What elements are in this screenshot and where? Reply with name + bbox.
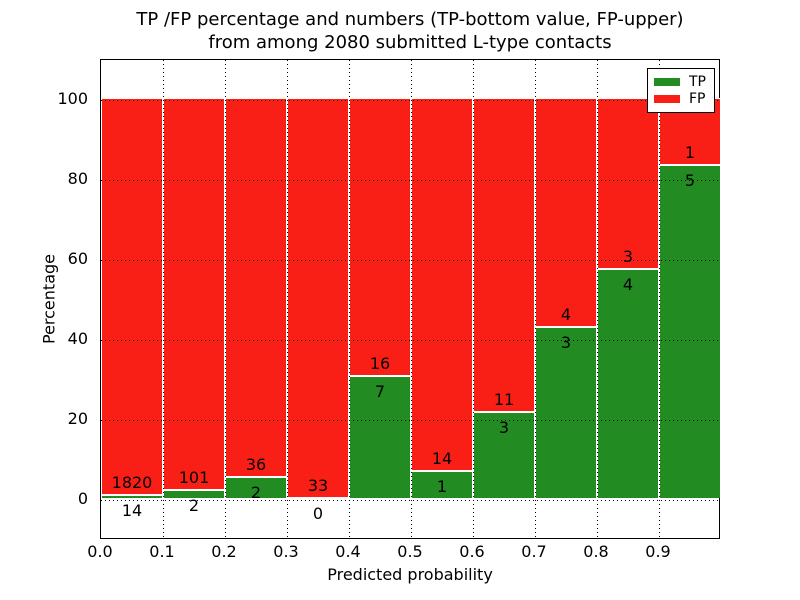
bar-segment-fp (225, 98, 287, 477)
x-axis-ticks: 0.0 0.1 0.2 0.3 0.4 0.5 0.6 0.7 0.8 0.9 (87, 542, 720, 563)
bar-label-fp: 1 (684, 142, 696, 162)
gridline-vertical (472, 60, 474, 538)
y-tick-label: 60 (67, 249, 88, 268)
chart-title-line1: TP /FP percentage and numbers (TP-bottom… (136, 9, 684, 30)
gridline-horizontal (101, 339, 719, 341)
x-tick-label: 0.4 (335, 542, 361, 561)
bar-label-tp: 2 (250, 482, 262, 502)
x-tick-label: 0.1 (149, 542, 175, 561)
gridline-vertical (410, 60, 412, 538)
x-tick-label: 0.5 (397, 542, 423, 561)
bar-segment-tp (659, 164, 721, 498)
x-tick-label: 0.8 (583, 542, 609, 561)
y-axis-ticks: 0 20 40 60 80 100 (0, 59, 100, 539)
bar-segment-fp (287, 98, 349, 498)
x-tick-label: 0.6 (459, 542, 485, 561)
bar-segment-tp (101, 494, 163, 498)
tp-color-swatch-icon (654, 77, 680, 86)
bar-label-fp: 36 (245, 454, 267, 474)
x-tick-label: 0.9 (645, 542, 671, 561)
y-tick-label: 0 (77, 489, 88, 508)
bar-segment-tp (535, 326, 597, 498)
x-tick-label: 0.0 (87, 542, 113, 561)
bar-label-tp: 2 (188, 496, 200, 516)
y-tick-label: 100 (57, 89, 88, 108)
gridline-horizontal (101, 179, 719, 181)
legend-label-tp: TP (689, 73, 706, 90)
fp-color-swatch-icon (654, 95, 680, 104)
gridline-vertical (596, 60, 598, 538)
bar-segment-fp (349, 98, 411, 377)
bar-segment-fp (535, 98, 597, 327)
bar-segment-fp (101, 98, 163, 495)
bar-label-fp: 4 (560, 304, 572, 324)
gridline-horizontal (101, 259, 719, 261)
x-tick-label: 0.7 (521, 542, 547, 561)
gridline-vertical (534, 60, 536, 538)
bar-segment-tp (597, 269, 659, 498)
chart-title: TP /FP percentage and numbers (TP-bottom… (100, 8, 720, 54)
bar-label-tp: 7 (374, 382, 386, 402)
gridline-horizontal (101, 419, 719, 421)
x-axis-label: Predicted probability (327, 565, 493, 584)
legend-entry-tp: TP (648, 75, 714, 89)
bar-label-tp: 14 (121, 500, 143, 520)
bar-label-fp: 16 (369, 354, 391, 374)
bar-label-tp: 4 (622, 275, 634, 295)
bar-segment-tp (411, 471, 473, 498)
bar-label-fp: 33 (307, 476, 329, 495)
chart-title-line2: from among 2080 submitted L-type contact… (208, 32, 612, 53)
bar-label-fp: 101 (178, 468, 210, 488)
y-tick-label: 20 (67, 409, 88, 428)
gridline-vertical (224, 60, 226, 538)
bar-label-fp: 3 (622, 247, 634, 267)
gridline-horizontal (101, 99, 719, 101)
gridline-vertical (286, 60, 288, 538)
x-tick-label: 0.3 (273, 542, 299, 561)
bar-segment-fp (597, 98, 659, 270)
bar-label-fp: 11 (493, 390, 515, 410)
bar-segment-fp (411, 98, 473, 472)
gridline-vertical (658, 60, 660, 538)
bar-label-fp: 14 (431, 449, 453, 469)
legend: TP FP (647, 68, 715, 113)
legend-label-fp: FP (689, 91, 706, 108)
bar-label-fp: 1820 (111, 472, 153, 492)
gridline-horizontal (101, 499, 719, 501)
bar-label-tp: 5 (684, 170, 696, 190)
gridline-vertical (348, 60, 350, 538)
bar-label-tp: 3 (498, 418, 510, 438)
y-tick-label: 80 (67, 169, 88, 188)
y-tick-label: 40 (67, 329, 88, 348)
bar-segment-tp (473, 412, 535, 498)
bar-segment-tp (349, 376, 411, 498)
bar-segment-fp (163, 98, 225, 491)
legend-entry-fp: FP (648, 92, 714, 106)
bar-segment-fp (473, 98, 535, 413)
gridline-vertical (162, 60, 164, 538)
bar-label-tp: 3 (560, 332, 572, 352)
bar-label-tp: 0 (312, 504, 324, 523)
x-tick-label: 0.2 (211, 542, 237, 561)
bar-label-tp: 1 (436, 477, 448, 497)
plot-area: 1820 14 101 2 36 2 33 0 16 7 14 1 11 3 4 3 3 4 1 5 (100, 59, 721, 539)
